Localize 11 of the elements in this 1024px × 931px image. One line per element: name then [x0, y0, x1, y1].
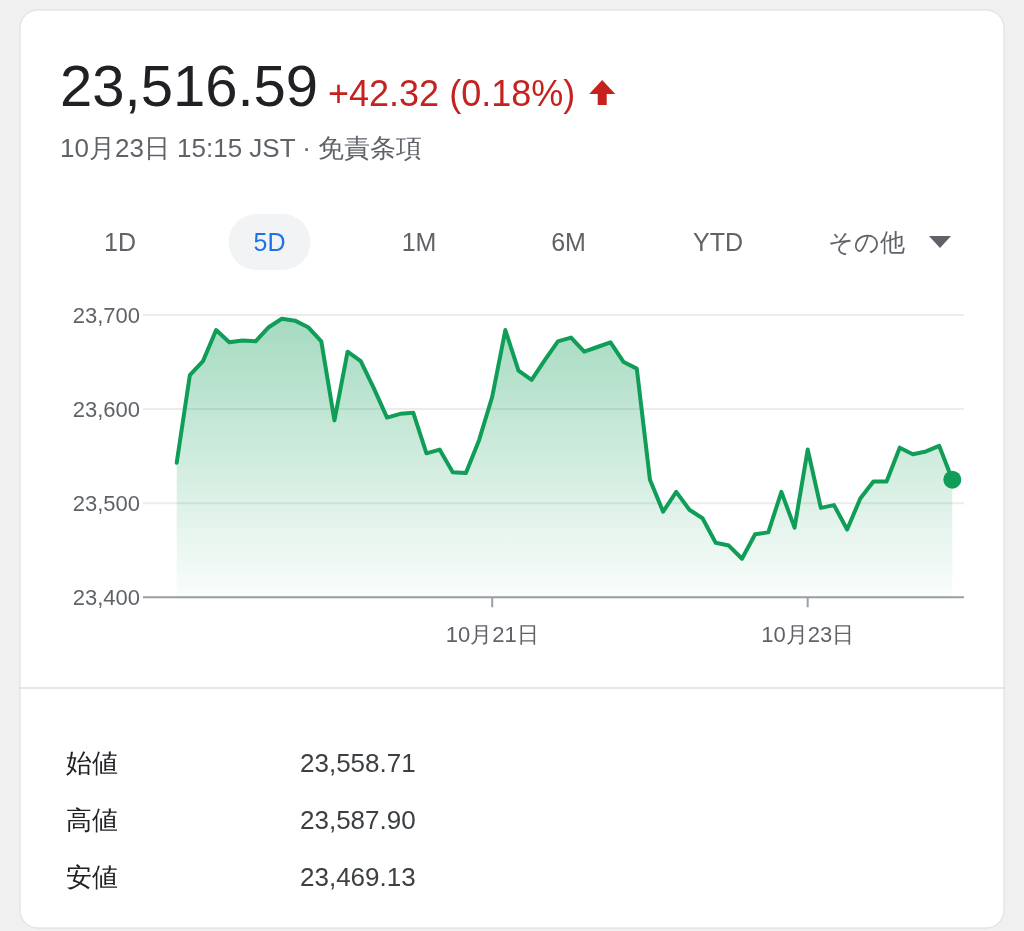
tabs: 1D 5D 1M 6M YTD その他 — [104, 214, 951, 270]
chart-subtitle: +42.32 (0.18%) — [328, 73, 576, 114]
y-tick-label: 23,700 — [72, 303, 140, 328]
table: 始値 23,558.71 高値 23,587.90 安値 23,469.13 — [66, 748, 416, 892]
y-tick-label: 23,500 — [72, 491, 140, 517]
chart-title: 23,516.59 — [60, 53, 319, 118]
x-tick-label: 10月23日 — [761, 622, 855, 647]
y-tick-label: 23,400 — [72, 585, 140, 611]
y-tick-label: 23,600 — [72, 397, 140, 423]
x-tick-label: 10月21日 — [445, 622, 539, 647]
header: 23,516.59 +42.32 (0.18%) 10月23日 15:15 JST · 免責条項 — [60, 53, 616, 163]
